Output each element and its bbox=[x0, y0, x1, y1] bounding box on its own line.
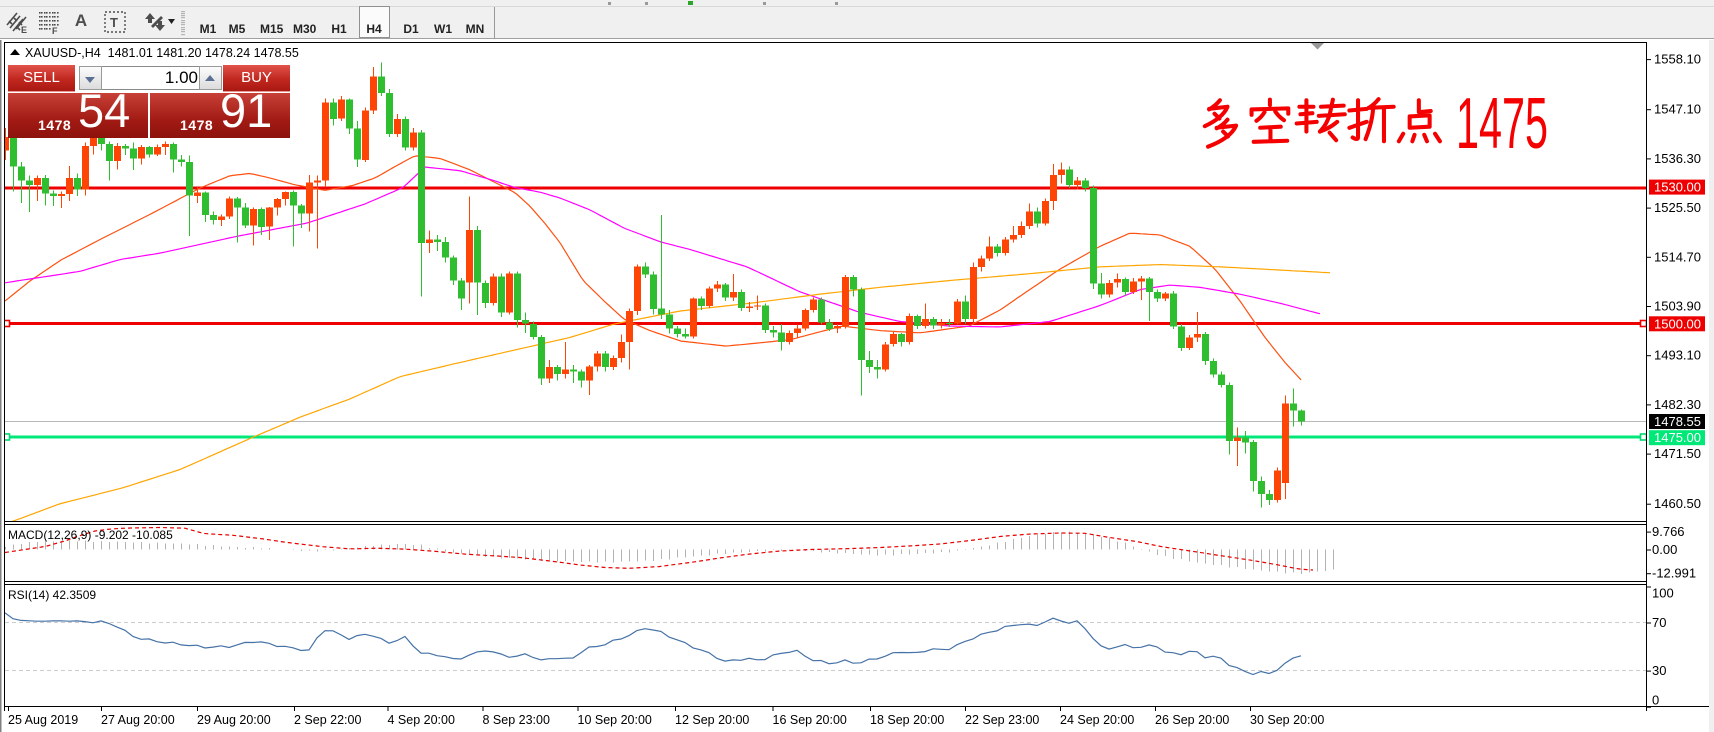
svg-text:MACD(12,26,9) -9.202 -10.085: MACD(12,26,9) -9.202 -10.085 bbox=[8, 528, 173, 542]
svg-text:E: E bbox=[21, 25, 27, 35]
svg-text:1460.50: 1460.50 bbox=[1654, 496, 1701, 511]
svg-text:100: 100 bbox=[1652, 586, 1674, 601]
svg-text:RSI(14) 42.3509: RSI(14) 42.3509 bbox=[8, 588, 96, 602]
svg-text:1514.70: 1514.70 bbox=[1654, 249, 1701, 264]
svg-text:1475.00: 1475.00 bbox=[1654, 430, 1701, 445]
svg-text:12 Sep 20:00: 12 Sep 20:00 bbox=[675, 713, 749, 727]
svg-text:9.766: 9.766 bbox=[1652, 524, 1685, 539]
svg-text:1471.50: 1471.50 bbox=[1654, 446, 1701, 461]
svg-text:1493.10: 1493.10 bbox=[1654, 348, 1701, 363]
svg-text:1530.00: 1530.00 bbox=[1654, 180, 1701, 195]
svg-text:70: 70 bbox=[1652, 615, 1666, 630]
svg-text:0.00: 0.00 bbox=[1652, 542, 1677, 557]
svg-text:30 Sep 20:00: 30 Sep 20:00 bbox=[1250, 713, 1324, 727]
svg-text:T: T bbox=[110, 15, 118, 30]
svg-text:XAUUSD-,H4 1481.01 1481.20 14: XAUUSD-,H4 1481.01 1481.20 1478.24 1478.… bbox=[25, 46, 299, 60]
svg-text:1547.10: 1547.10 bbox=[1654, 102, 1701, 117]
svg-text:1475: 1475 bbox=[1456, 96, 1548, 164]
svg-text:30: 30 bbox=[1652, 663, 1666, 678]
svg-text:27 Aug 20:00: 27 Aug 20:00 bbox=[101, 713, 175, 727]
svg-text:22 Sep 23:00: 22 Sep 23:00 bbox=[965, 713, 1039, 727]
svg-text:0: 0 bbox=[1652, 693, 1659, 708]
svg-text:1558.10: 1558.10 bbox=[1654, 52, 1701, 67]
svg-text:2 Sep 22:00: 2 Sep 22:00 bbox=[294, 713, 361, 727]
svg-text:-12.991: -12.991 bbox=[1652, 566, 1696, 581]
svg-text:4 Sep 20:00: 4 Sep 20:00 bbox=[388, 713, 455, 727]
svg-text:24 Sep 20:00: 24 Sep 20:00 bbox=[1060, 713, 1134, 727]
svg-text:1525.50: 1525.50 bbox=[1654, 200, 1701, 215]
svg-text:26 Sep 20:00: 26 Sep 20:00 bbox=[1155, 713, 1229, 727]
svg-text:1482.30: 1482.30 bbox=[1654, 397, 1701, 412]
svg-text:1536.30: 1536.30 bbox=[1654, 151, 1701, 166]
svg-text:1503.90: 1503.90 bbox=[1654, 299, 1701, 314]
svg-text:F: F bbox=[52, 26, 58, 35]
svg-text:1478.55: 1478.55 bbox=[1654, 414, 1701, 429]
svg-text:18 Sep 20:00: 18 Sep 20:00 bbox=[870, 713, 944, 727]
svg-text:25 Aug 2019: 25 Aug 2019 bbox=[8, 713, 78, 727]
svg-text:10 Sep 20:00: 10 Sep 20:00 bbox=[578, 713, 652, 727]
svg-text:8 Sep 23:00: 8 Sep 23:00 bbox=[483, 713, 550, 727]
svg-text:29 Aug 20:00: 29 Aug 20:00 bbox=[197, 713, 271, 727]
svg-text:16 Sep 20:00: 16 Sep 20:00 bbox=[773, 713, 847, 727]
svg-text:1500.00: 1500.00 bbox=[1654, 316, 1701, 331]
